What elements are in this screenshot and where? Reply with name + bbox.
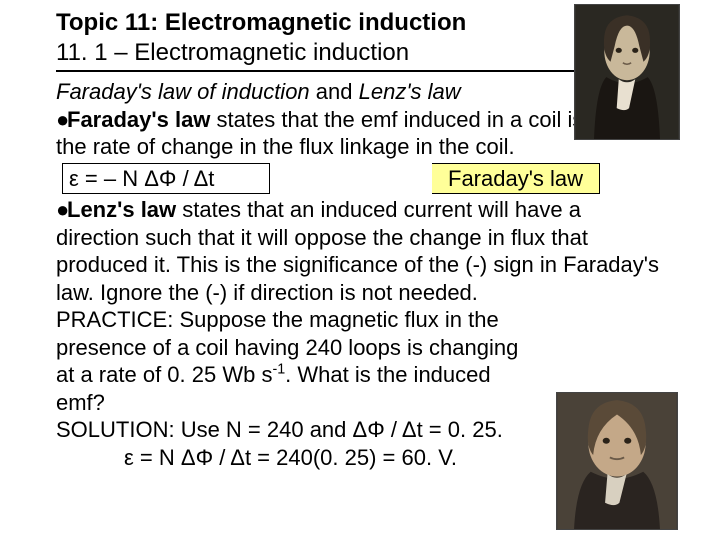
formula-row: ε = – N ΔΦ / Δt Faraday's law	[62, 163, 670, 195]
faraday-bold: Faraday's law	[67, 107, 210, 132]
slide-container: Topic 11: Electromagnetic induction 11. …	[0, 0, 720, 540]
heading-faraday: Faraday's law of induction	[56, 79, 310, 104]
heading-lenz: Lenz's law	[359, 79, 461, 104]
practice-label: PRACTICE:	[56, 307, 179, 332]
formula-box: ε = – N ΔΦ / Δt	[62, 163, 270, 195]
bullet-icon: ●	[56, 106, 67, 134]
title-box: Topic 11: Electromagnetic induction 11. …	[56, 8, 596, 72]
lenz-bold: Lenz's law	[67, 197, 176, 222]
title-line-2: 11. 1 – Electromagnetic induction	[56, 38, 596, 68]
portrait-lenz	[556, 392, 678, 530]
practice-sup: -1	[272, 362, 285, 378]
faraday-rest1: states that	[210, 107, 324, 132]
title-line-1: Topic 11: Electromagnetic induction	[56, 8, 596, 38]
portrait-faraday	[574, 4, 680, 140]
lenz-statement: ●Lenz's law states that an induced curre…	[56, 196, 670, 306]
formula-label: Faraday's law	[432, 163, 600, 195]
solution-label: SOLUTION:	[56, 417, 181, 442]
bullet-icon: ●	[56, 196, 67, 224]
heading-mid: and	[310, 79, 359, 104]
lenz-rest1: states that	[176, 197, 290, 222]
solution-text1: Use N = 240 and ΔΦ / Δt = 0. 25.	[181, 417, 503, 442]
